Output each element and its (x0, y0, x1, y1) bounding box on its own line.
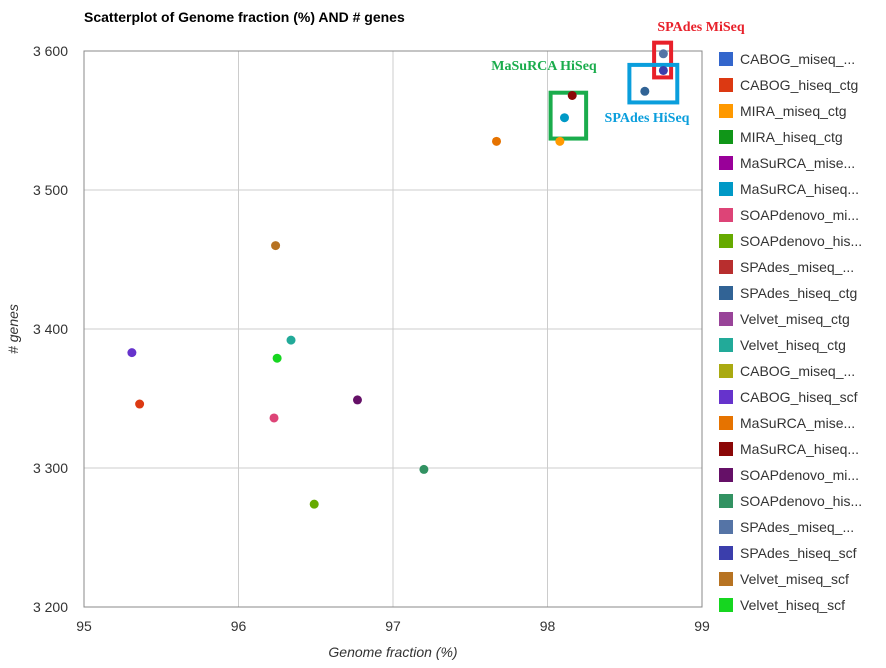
legend-item-label[interactable]: Velvet_hiseq_scf (740, 597, 845, 613)
legend-swatch (719, 598, 733, 612)
y-tick-label: 3 400 (33, 321, 68, 337)
legend-item-label[interactable]: SPAdes_miseq_... (740, 519, 854, 535)
data-point[interactable] (352, 395, 362, 405)
data-point[interactable] (492, 136, 502, 146)
annotation-label: SPAdes MiSeq (657, 20, 744, 35)
legend-swatch (719, 208, 733, 222)
legend-swatch (719, 234, 733, 248)
annotation-box (548, 90, 589, 141)
annotation-label: MaSuRCA HiSeq (491, 59, 597, 74)
legend-item-label[interactable]: CABOG_hiseq_scf (740, 389, 858, 405)
legend-swatch (719, 156, 733, 170)
legend-swatch (719, 364, 733, 378)
legend-item-label[interactable]: MaSuRCA_mise... (740, 415, 855, 431)
annotation-box (652, 40, 674, 80)
data-point[interactable] (269, 413, 279, 423)
data-point[interactable] (286, 335, 296, 345)
legend-item-label[interactable]: CABOG_miseq_... (740, 363, 855, 379)
data-points (127, 49, 668, 509)
legend-item-label[interactable]: SPAdes_miseq_... (740, 259, 854, 275)
legend-swatch (719, 468, 733, 482)
x-tick-label: 95 (76, 618, 92, 634)
legend-swatch (719, 312, 733, 326)
annotation-label: SPAdes HiSeq (605, 111, 690, 126)
data-point[interactable] (555, 136, 565, 146)
legend-item-label[interactable]: SOAPdenovo_mi... (740, 467, 859, 483)
legend-item-label[interactable]: SOAPdenovo_mi... (740, 207, 859, 223)
legend-item-label[interactable]: MIRA_hiseq_ctg (740, 129, 843, 145)
legend-swatch (719, 442, 733, 456)
data-point[interactable] (271, 241, 281, 251)
y-tick-label: 3 600 (33, 43, 68, 59)
x-tick-label: 99 (694, 618, 710, 634)
x-tick-label: 98 (540, 618, 556, 634)
chart-title: Scatterplot of Genome fraction (%) AND #… (84, 9, 405, 25)
legend-item-label[interactable]: MaSuRCA_hiseq... (740, 441, 859, 457)
legend-swatch (719, 130, 733, 144)
legend-item-label[interactable]: CABOG_hiseq_ctg (740, 77, 858, 93)
data-point[interactable] (272, 353, 282, 363)
legend-swatch (719, 286, 733, 300)
legend-item-label[interactable]: MaSuRCA_mise... (740, 155, 855, 171)
data-point[interactable] (309, 499, 319, 509)
legend-item-label[interactable]: Velvet_miseq_ctg (740, 311, 850, 327)
legend-item-label[interactable]: MaSuRCA_hiseq... (740, 181, 859, 197)
data-point[interactable] (419, 464, 429, 474)
legend-item-label[interactable]: CABOG_miseq_... (740, 51, 855, 67)
y-tick-label: 3 300 (33, 460, 68, 476)
legend-swatch (719, 390, 733, 404)
x-tick-label: 97 (385, 618, 401, 634)
annotation-box (627, 62, 680, 105)
legend-item-label[interactable]: SPAdes_hiseq_scf (740, 545, 857, 561)
legend-item-label[interactable]: Velvet_miseq_scf (740, 571, 849, 587)
legend-item-label[interactable]: SPAdes_hiseq_ctg (740, 285, 857, 301)
legend-swatch (719, 260, 733, 274)
plot-frame (83, 50, 703, 608)
legend-item-label[interactable]: Velvet_hiseq_ctg (740, 337, 846, 353)
data-point[interactable] (567, 90, 577, 100)
y-axis-ticks: 3 600 3 500 3 400 3 300 3 200 (33, 43, 68, 615)
y-axis-label: # genes (5, 304, 21, 354)
legend-swatch (719, 104, 733, 118)
legend-swatch (719, 494, 733, 508)
legend-swatch (719, 52, 733, 66)
data-point[interactable] (640, 86, 650, 96)
legend-item-label[interactable]: SOAPdenovo_his... (740, 233, 862, 249)
x-tick-label: 96 (231, 618, 247, 634)
data-point[interactable] (127, 348, 137, 358)
legend-swatch (719, 78, 733, 92)
data-point[interactable] (658, 49, 668, 59)
legend-swatch (719, 572, 733, 586)
data-point[interactable] (658, 65, 668, 75)
data-point[interactable] (135, 399, 145, 409)
x-axis-ticks: 95 96 97 98 99 (76, 618, 710, 634)
legend-swatch (719, 546, 733, 560)
legend-swatch (719, 182, 733, 196)
legend-swatch (719, 338, 733, 352)
grid (83, 50, 703, 608)
legend-swatch (719, 416, 733, 430)
legend[interactable]: CABOG_miseq_... CABOG_hiseq_ctg MIRA_miseq… (719, 51, 862, 613)
y-tick-label: 3 500 (33, 182, 68, 198)
data-point[interactable] (559, 113, 569, 123)
legend-item-label[interactable]: MIRA_miseq_ctg (740, 103, 847, 119)
legend-item-label[interactable]: SOAPdenovo_his... (740, 493, 862, 509)
y-tick-label: 3 200 (33, 599, 68, 615)
x-axis-label: Genome fraction (%) (328, 644, 457, 660)
legend-swatch (719, 520, 733, 534)
annotations: SPAdes MiSeq MaSuRCA HiSeq SPAdes HiSeq (491, 20, 745, 141)
